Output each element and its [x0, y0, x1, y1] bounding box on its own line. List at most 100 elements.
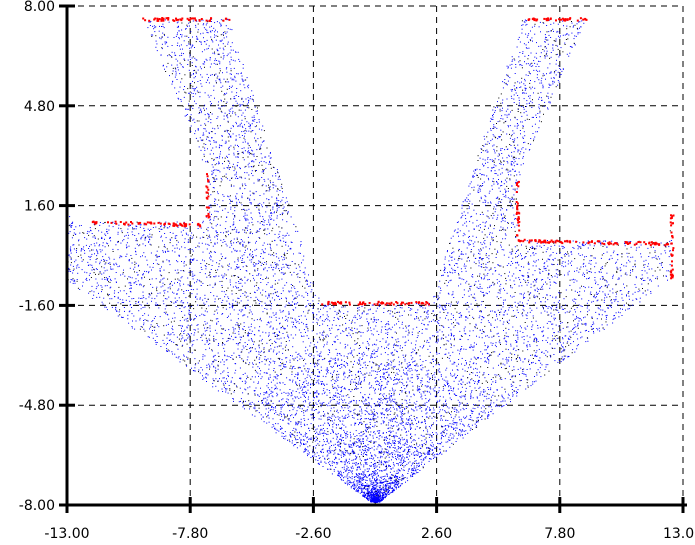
point-blue — [524, 89, 526, 91]
point-blue — [287, 392, 289, 394]
point-blue — [199, 80, 201, 81]
point-blue — [519, 330, 521, 332]
point-blue — [438, 297, 440, 299]
point-blue — [247, 142, 249, 144]
point-blue — [287, 414, 288, 416]
point-blue — [188, 311, 190, 313]
point-blue — [329, 360, 331, 362]
point-blue — [309, 353, 311, 355]
point-blue — [172, 317, 174, 319]
point-blue — [552, 328, 554, 330]
point-blue — [190, 258, 191, 260]
point-blue — [480, 417, 482, 418]
point-blue — [276, 169, 278, 171]
point-blue — [517, 249, 519, 251]
point-blue — [247, 97, 249, 99]
point-blue — [261, 350, 262, 352]
point-blue — [473, 253, 475, 255]
point-blue — [262, 169, 264, 171]
point-blue — [478, 380, 480, 382]
point-blue — [428, 305, 430, 307]
point-blue — [387, 332, 389, 334]
point-blue — [312, 296, 314, 298]
point-blue — [560, 329, 562, 331]
point-blue — [603, 328, 605, 330]
point-blue — [221, 313, 223, 315]
point-blue — [360, 442, 362, 444]
point-blue — [321, 381, 323, 383]
point-blue — [247, 225, 249, 227]
point-blue — [559, 37, 561, 39]
point-blue — [484, 202, 486, 203]
point-blue — [603, 299, 605, 301]
point-blue — [537, 290, 539, 292]
point-blue — [493, 124, 495, 126]
point-blue — [432, 335, 434, 337]
point-blue — [199, 96, 201, 98]
point-blue — [306, 449, 308, 451]
point-blue — [242, 152, 244, 154]
point-blue — [289, 248, 291, 250]
point-blue — [394, 443, 396, 444]
point-blue — [511, 287, 513, 289]
point-blue — [474, 423, 476, 425]
point-blue — [243, 130, 245, 132]
point-blue — [207, 374, 209, 376]
point-blue — [239, 367, 241, 369]
point-blue — [469, 193, 471, 195]
point-blue — [254, 334, 256, 336]
point-blue — [169, 238, 171, 240]
point-blue — [307, 450, 309, 452]
point-blue — [575, 311, 576, 313]
point-blue — [518, 277, 520, 279]
point-blue — [412, 440, 414, 442]
point-blue — [554, 282, 556, 283]
point-blue — [389, 327, 391, 329]
point-blue — [543, 266, 545, 268]
point-blue — [302, 341, 304, 343]
point-blue — [93, 223, 95, 225]
point-blue — [487, 273, 489, 274]
point-blue — [209, 366, 211, 368]
point-blue — [273, 314, 275, 316]
point-blue — [382, 394, 384, 396]
point-blue — [99, 224, 101, 226]
point-blue — [448, 293, 450, 295]
point-blue — [245, 305, 247, 307]
point-blue — [247, 147, 249, 149]
point-blue — [432, 358, 434, 360]
point-blue — [269, 217, 271, 219]
point-blue — [336, 335, 338, 337]
point-blue — [371, 356, 373, 358]
point-blue — [107, 232, 109, 234]
point-blue — [233, 248, 234, 250]
point-blue — [102, 303, 104, 305]
point-blue — [216, 295, 218, 297]
point-blue — [135, 278, 137, 280]
point-blue — [261, 141, 263, 143]
point-blue — [517, 392, 518, 393]
point-blue — [263, 242, 265, 244]
point-blue — [341, 395, 343, 397]
point-blue — [347, 335, 349, 337]
point-blue — [350, 437, 352, 439]
point-blue — [468, 311, 470, 313]
point-blue — [430, 393, 432, 395]
point-blue — [553, 81, 555, 83]
point-blue — [235, 282, 237, 284]
point-blue — [432, 319, 434, 321]
point-blue — [344, 463, 346, 465]
point-blue — [203, 37, 204, 39]
point-blue — [304, 358, 306, 360]
point-blue — [284, 252, 285, 254]
point-blue — [541, 285, 543, 287]
point-blue — [278, 260, 280, 262]
point-blue — [493, 214, 495, 216]
point-blue — [204, 355, 206, 357]
point-blue — [328, 390, 330, 391]
point-blue — [175, 72, 177, 74]
point-blue — [484, 159, 486, 161]
point-blue — [577, 248, 579, 250]
point-blue — [297, 291, 299, 293]
point-blue — [345, 327, 347, 329]
